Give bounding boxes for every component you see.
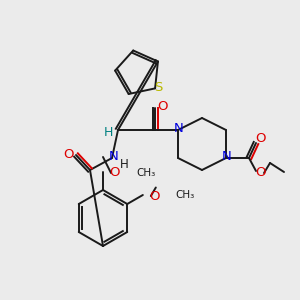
Text: N: N bbox=[222, 151, 232, 164]
Text: CH₃: CH₃ bbox=[136, 168, 155, 178]
Text: CH₃: CH₃ bbox=[176, 190, 195, 200]
Text: O: O bbox=[64, 148, 74, 160]
Text: N: N bbox=[174, 122, 184, 136]
Text: H: H bbox=[120, 158, 128, 172]
Text: S: S bbox=[154, 81, 162, 94]
Text: O: O bbox=[256, 167, 266, 179]
Text: O: O bbox=[110, 167, 120, 179]
Text: O: O bbox=[158, 100, 168, 113]
Text: O: O bbox=[150, 190, 160, 202]
Text: N: N bbox=[109, 151, 119, 164]
Text: H: H bbox=[103, 127, 113, 140]
Text: O: O bbox=[256, 133, 266, 146]
